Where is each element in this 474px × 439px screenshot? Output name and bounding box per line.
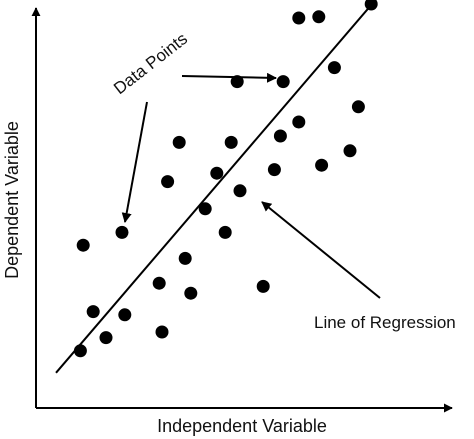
x-axis-label: Independent Variable bbox=[157, 416, 327, 436]
data-point-24 bbox=[292, 11, 306, 25]
data-point-14 bbox=[210, 166, 224, 180]
data-point-18 bbox=[230, 75, 244, 89]
data-point-8 bbox=[184, 286, 198, 300]
data-point-12 bbox=[172, 135, 186, 149]
data-point-17 bbox=[233, 184, 247, 198]
data-point-15 bbox=[218, 225, 232, 239]
data-points-arrow-right bbox=[181, 72, 277, 83]
data-point-25 bbox=[312, 10, 326, 24]
data-point-30 bbox=[364, 0, 378, 11]
data-point-7 bbox=[178, 251, 192, 265]
data-point-2 bbox=[86, 305, 100, 319]
data-point-9 bbox=[76, 238, 90, 252]
y-axis-label: Dependent Variable bbox=[2, 121, 22, 279]
data-point-6 bbox=[152, 276, 166, 290]
data-points-arrow-down bbox=[121, 101, 148, 223]
data-points-label: Data Points bbox=[110, 29, 191, 98]
data-point-11 bbox=[161, 175, 175, 189]
data-point-4 bbox=[118, 308, 132, 322]
data-point-29 bbox=[351, 100, 365, 114]
data-point-23 bbox=[292, 115, 306, 129]
regression-arrow bbox=[261, 201, 381, 299]
data-point-5 bbox=[155, 325, 169, 339]
data-point-26 bbox=[315, 158, 329, 172]
data-point-3 bbox=[99, 331, 113, 345]
data-point-21 bbox=[273, 129, 287, 143]
data-point-28 bbox=[343, 144, 357, 158]
data-point-1 bbox=[73, 344, 87, 358]
regression-line bbox=[55, 0, 377, 374]
regression-label: Line of Regression bbox=[314, 313, 456, 332]
data-point-22 bbox=[276, 75, 290, 89]
data-point-10 bbox=[115, 225, 129, 239]
data-point-13 bbox=[198, 202, 212, 216]
data-point-27 bbox=[327, 61, 341, 75]
data-point-20 bbox=[267, 163, 281, 177]
data-point-19 bbox=[256, 279, 270, 293]
data-point-16 bbox=[224, 135, 238, 149]
data-points bbox=[73, 0, 378, 358]
